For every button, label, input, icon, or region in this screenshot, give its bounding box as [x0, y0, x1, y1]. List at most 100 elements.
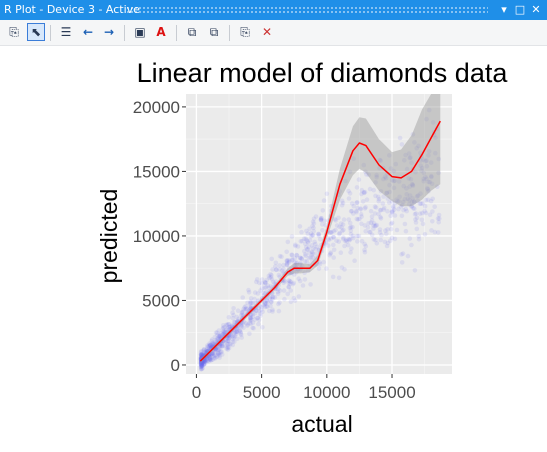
data-point	[433, 150, 438, 156]
data-point	[303, 236, 309, 241]
data-point	[321, 198, 327, 203]
data-point	[265, 283, 271, 288]
previous-plot-button[interactable]: ←	[79, 23, 97, 41]
data-point	[225, 326, 230, 331]
toolbar-separator	[50, 25, 51, 41]
data-point	[250, 311, 256, 317]
data-point	[424, 158, 429, 163]
data-point	[340, 200, 346, 206]
data-point	[409, 181, 415, 187]
data-point	[199, 366, 204, 372]
data-point	[204, 353, 209, 359]
copy-metafile-button[interactable]: ⧉	[205, 23, 223, 41]
data-point	[203, 357, 209, 363]
data-point	[239, 324, 244, 330]
data-point	[229, 323, 235, 328]
title-bar[interactable]: R Plot - Device 3 - Active ▾ □ ✕	[0, 0, 547, 20]
data-point	[198, 361, 204, 366]
copy-bitmap-button[interactable]: ⧉	[183, 23, 201, 41]
data-point	[201, 362, 207, 367]
data-point	[217, 343, 223, 349]
data-point	[376, 199, 382, 204]
data-point	[213, 330, 219, 336]
export-image-button[interactable]: ▣	[131, 23, 149, 41]
data-point	[373, 223, 379, 228]
data-point	[201, 352, 206, 357]
data-point	[273, 279, 279, 284]
data-point	[337, 224, 342, 230]
data-point	[378, 207, 384, 213]
data-point	[302, 270, 307, 275]
data-point	[385, 227, 390, 232]
data-point	[302, 277, 308, 282]
data-point	[432, 229, 438, 235]
data-point	[329, 203, 334, 209]
data-point	[338, 250, 344, 255]
data-point	[304, 247, 310, 252]
data-point	[414, 146, 420, 151]
data-point	[224, 322, 230, 328]
data-point	[404, 192, 410, 197]
data-point	[224, 342, 230, 347]
data-point	[236, 316, 241, 322]
data-point	[362, 247, 367, 253]
data-point	[217, 353, 222, 358]
data-point	[369, 232, 375, 238]
data-point	[426, 179, 431, 185]
data-point	[253, 308, 259, 314]
data-point	[354, 210, 359, 215]
new-plot-button[interactable]: ⎘	[5, 23, 23, 41]
data-point	[239, 310, 245, 316]
data-point	[221, 329, 226, 334]
data-point	[412, 206, 417, 211]
maximize-button[interactable]: □	[514, 3, 526, 16]
plot-history-button[interactable]: ☰	[57, 23, 75, 41]
copy-plot-button[interactable]: ⎘	[236, 23, 254, 41]
data-point	[286, 284, 292, 290]
data-point	[405, 196, 411, 202]
data-point	[329, 229, 334, 235]
data-point	[274, 267, 279, 272]
title-grip[interactable]	[126, 6, 488, 13]
data-point	[260, 309, 265, 315]
export-pdf-button[interactable]: A	[152, 23, 170, 41]
close-button[interactable]: ✕	[531, 3, 541, 16]
data-point	[294, 252, 299, 258]
window-menu-button[interactable]: ▾	[501, 3, 507, 16]
data-point	[333, 218, 339, 223]
data-point	[201, 361, 207, 366]
data-point	[396, 199, 402, 204]
data-point	[307, 262, 313, 267]
data-point	[284, 262, 290, 268]
data-point	[331, 242, 336, 248]
select-cursor-button[interactable]: ⬉	[27, 23, 45, 41]
data-point	[336, 275, 342, 281]
next-plot-button[interactable]: →	[100, 23, 118, 41]
data-point	[276, 272, 282, 278]
data-point	[417, 201, 423, 206]
data-point	[428, 160, 434, 165]
data-point	[373, 180, 378, 185]
y-tick-label: 5000	[142, 291, 180, 310]
data-point	[319, 216, 324, 221]
data-point	[263, 285, 269, 290]
data-point	[260, 296, 265, 301]
data-point	[357, 216, 362, 222]
data-point	[218, 349, 224, 355]
data-point	[419, 217, 425, 223]
data-point	[247, 320, 252, 326]
data-point	[312, 239, 317, 245]
y-tick-label: 15000	[133, 162, 180, 181]
data-point	[267, 275, 272, 281]
data-point	[318, 218, 324, 223]
data-point	[209, 338, 214, 344]
data-point	[407, 184, 413, 189]
data-point	[234, 329, 239, 335]
new-plot-icon: ⎘	[9, 25, 19, 39]
remove-plot-button[interactable]: ✕	[258, 23, 276, 41]
data-point	[268, 303, 273, 309]
data-point	[257, 308, 262, 314]
data-point	[264, 301, 269, 306]
data-point	[259, 304, 264, 310]
data-point	[260, 325, 265, 330]
